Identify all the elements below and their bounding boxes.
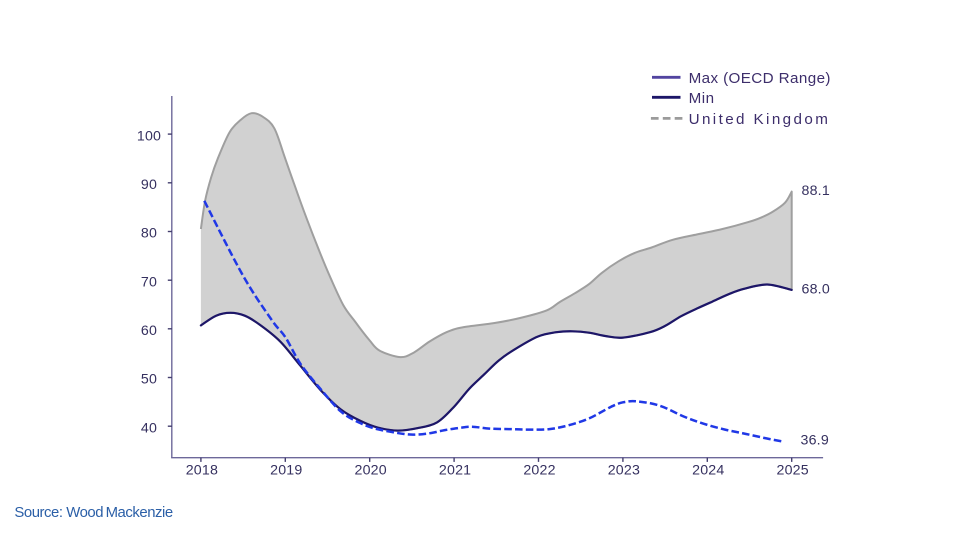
svg-text:2025: 2025	[777, 463, 809, 479]
svg-text:United Kingdom: United Kingdom	[689, 111, 831, 128]
svg-text:2019: 2019	[270, 463, 302, 479]
svg-text:60: 60	[141, 323, 157, 339]
svg-text:36.9: 36.9	[801, 433, 829, 449]
svg-text:70: 70	[141, 274, 157, 290]
svg-text:90: 90	[141, 177, 157, 193]
svg-text:68.0: 68.0	[802, 282, 830, 298]
svg-text:2022: 2022	[523, 463, 555, 479]
svg-text:88.1: 88.1	[802, 183, 830, 199]
svg-text:Min: Min	[689, 90, 715, 107]
svg-text:50: 50	[141, 372, 157, 388]
svg-text:2021: 2021	[439, 463, 471, 479]
svg-text:2020: 2020	[355, 463, 387, 479]
svg-text:80: 80	[141, 226, 157, 242]
svg-text:2023: 2023	[608, 463, 640, 479]
svg-text:100: 100	[137, 128, 161, 144]
svg-text:Max (OECD Range): Max (OECD Range)	[689, 70, 831, 87]
svg-text:2024: 2024	[692, 463, 724, 479]
svg-text:2018: 2018	[186, 463, 218, 479]
svg-text:Source: Wood Mackenzie: Source: Wood Mackenzie	[14, 505, 173, 521]
svg-text:40: 40	[141, 420, 157, 436]
